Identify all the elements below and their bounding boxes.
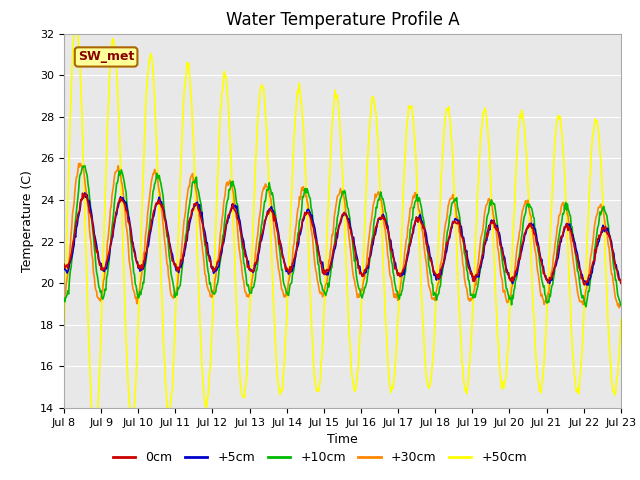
Line: +5cm: +5cm [64,193,621,285]
+50cm [70,28,78,34]
Line: +30cm: +30cm [64,163,621,308]
+10cm [128,256,136,262]
Text: SW_met: SW_met [78,50,134,63]
+50cm [129,415,137,421]
0cm [617,280,625,286]
+30cm [411,190,419,196]
+50cm [72,15,80,21]
+5cm [411,222,419,228]
+10cm [617,302,625,308]
+5cm [617,277,625,283]
+30cm [70,200,78,206]
+30cm [76,160,84,166]
+10cm [81,163,89,168]
0cm [60,262,68,267]
+5cm [128,238,136,243]
+30cm [214,256,222,262]
+30cm [428,292,435,298]
Title: Water Temperature Profile A: Water Temperature Profile A [225,11,460,29]
+5cm [584,282,592,288]
+50cm [215,146,223,152]
X-axis label: Time: Time [327,433,358,446]
+10cm [411,200,419,205]
Line: 0cm: 0cm [64,193,621,285]
+10cm [185,207,193,213]
Line: +50cm: +50cm [64,18,621,433]
Legend: 0cm, +5cm, +10cm, +30cm, +50cm: 0cm, +5cm, +10cm, +30cm, +50cm [108,446,532,469]
+5cm [81,190,89,196]
+50cm [92,431,100,436]
+10cm [70,231,78,237]
+30cm [616,305,623,311]
+5cm [185,228,193,233]
+50cm [60,334,68,340]
0cm [580,282,588,288]
+10cm [214,277,222,283]
+10cm [428,273,435,278]
0cm [428,257,435,263]
0cm [185,219,193,225]
0cm [70,235,78,241]
0cm [411,220,419,226]
0cm [214,259,222,264]
0cm [128,241,136,247]
+50cm [412,149,419,155]
0cm [79,190,86,196]
+50cm [186,71,193,76]
+5cm [428,255,435,261]
+5cm [60,264,68,270]
+30cm [60,299,68,304]
+50cm [617,316,625,322]
+10cm [582,304,590,310]
+30cm [617,300,625,306]
+10cm [60,295,68,301]
+5cm [70,242,78,248]
Y-axis label: Temperature (C): Temperature (C) [22,170,35,272]
+30cm [185,184,193,190]
Line: +10cm: +10cm [64,166,621,307]
+5cm [214,264,222,270]
+30cm [128,280,136,286]
+50cm [428,368,436,374]
